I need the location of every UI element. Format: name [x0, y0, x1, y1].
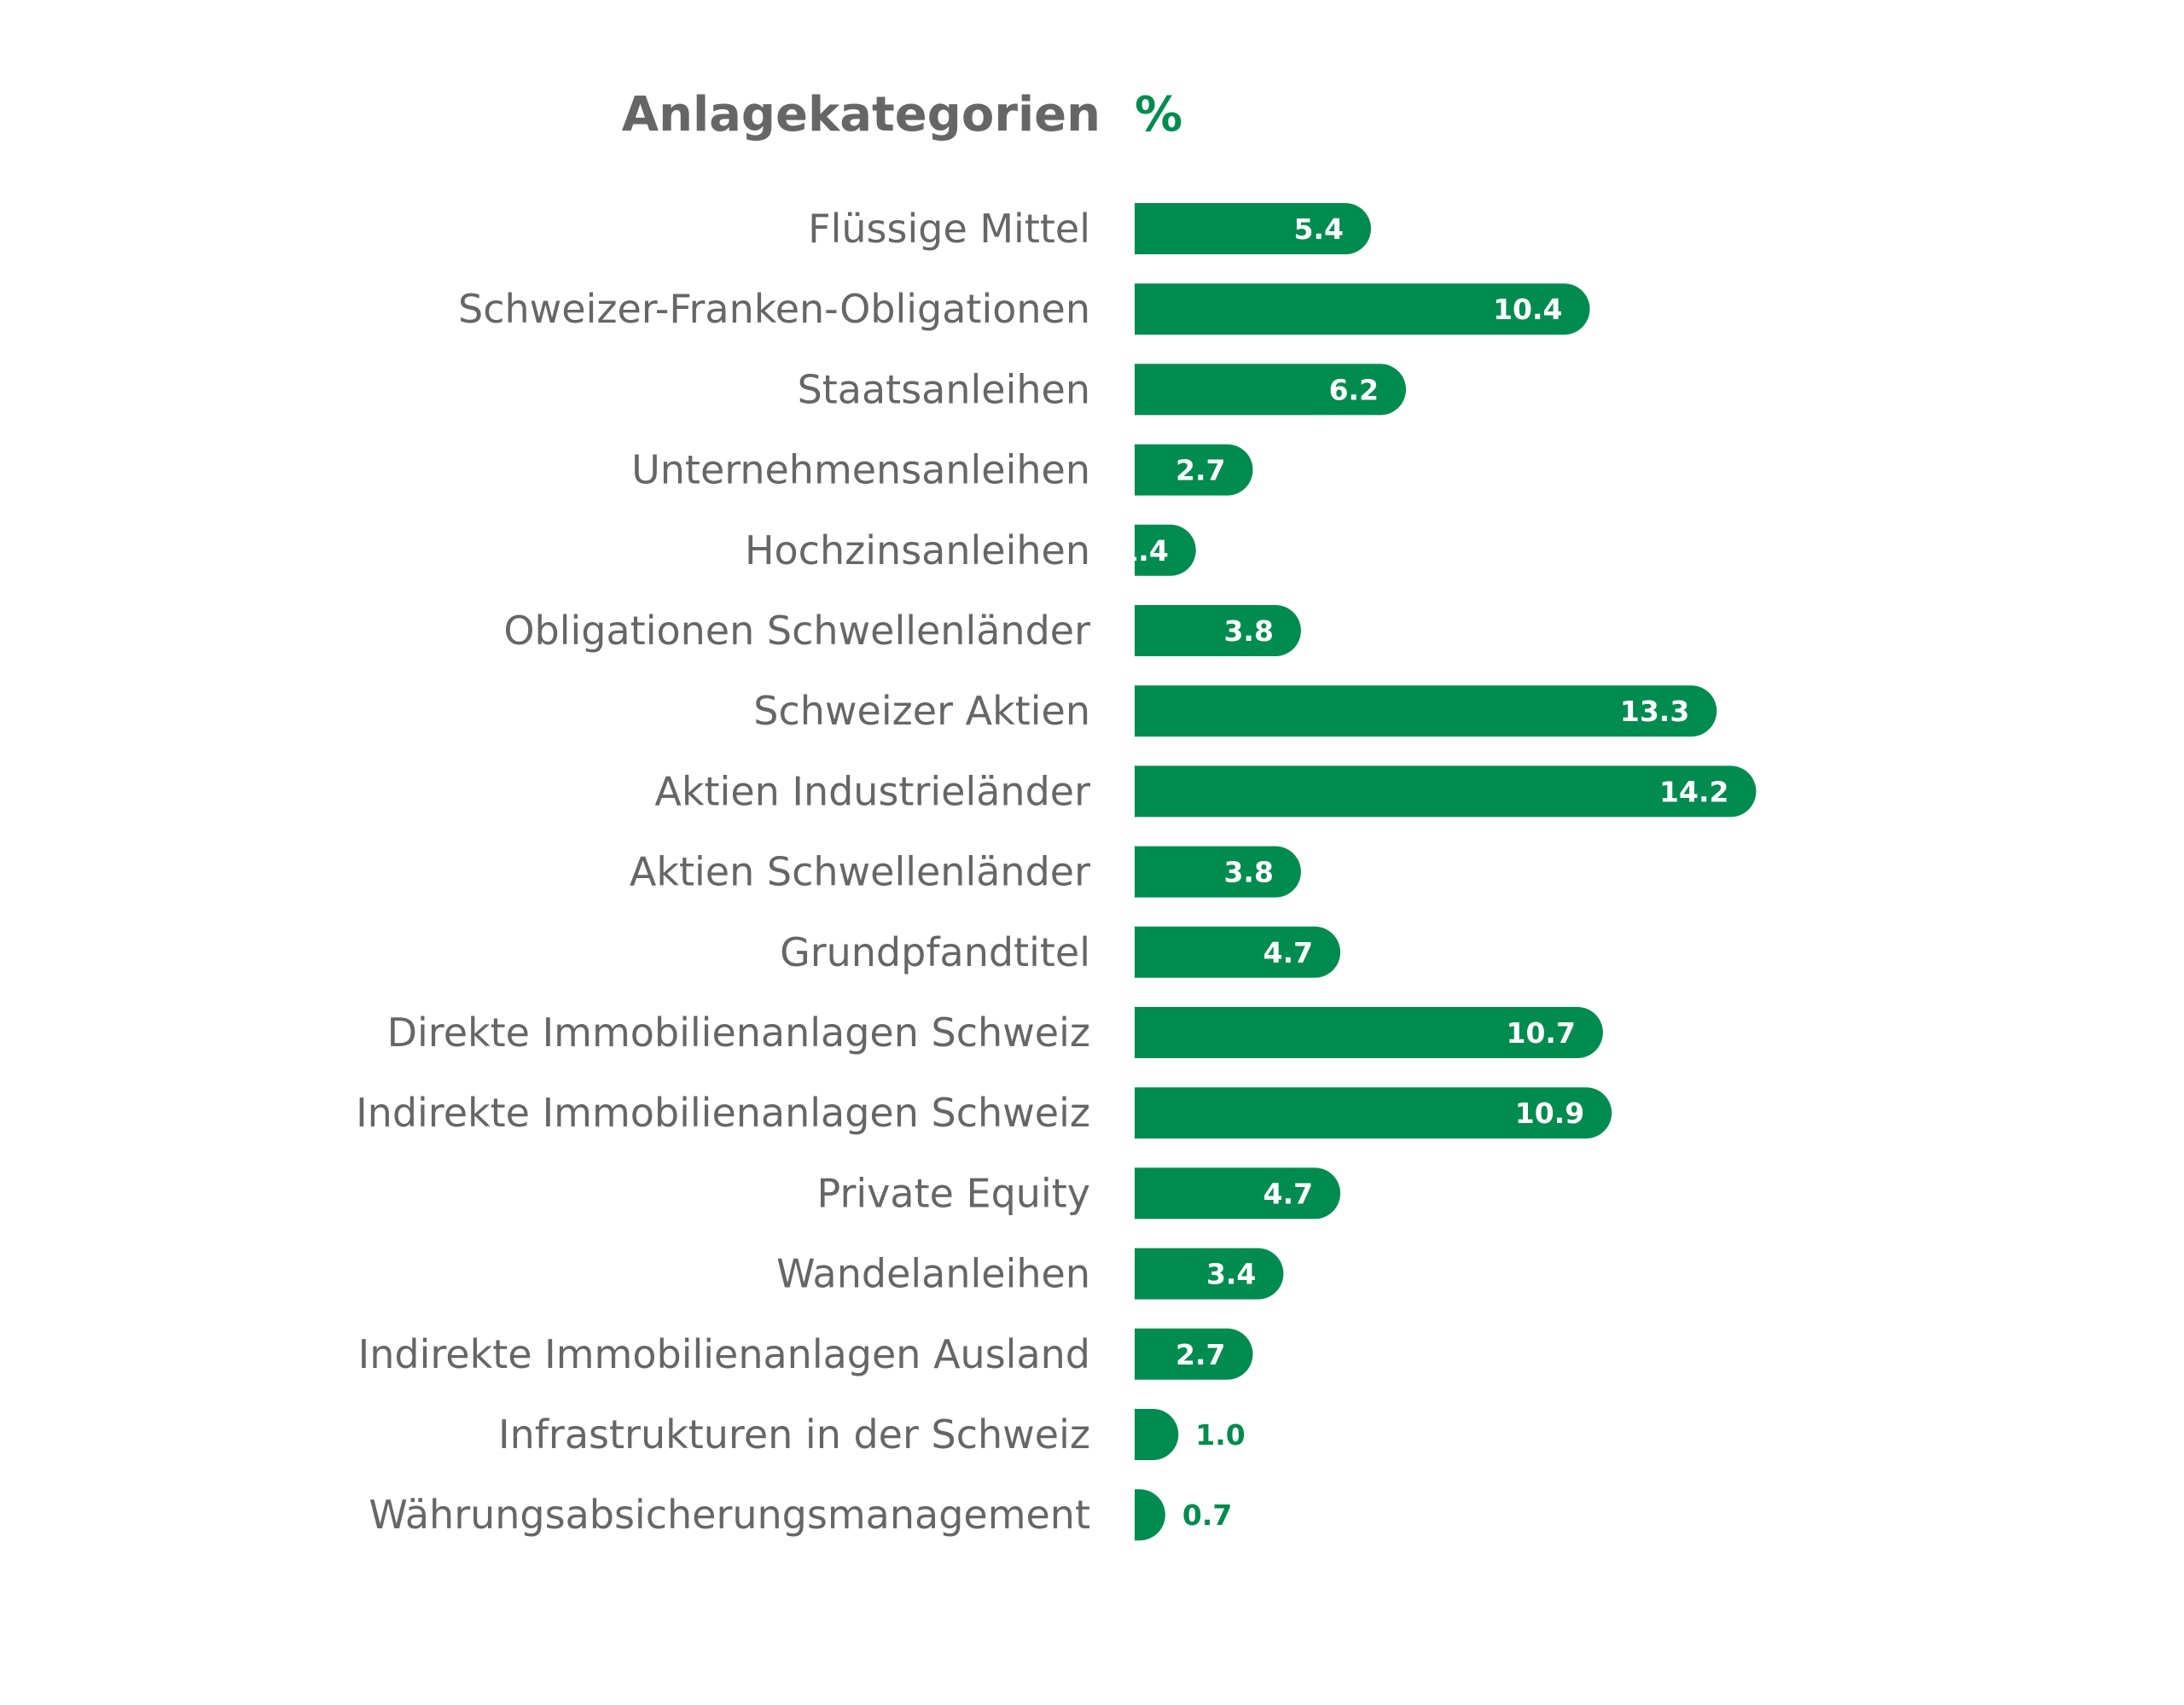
category-label-indirekte-immobilienanlagen-ausland: Indirekte Immobilienanlagen Ausland [358, 1331, 1090, 1377]
bar-schweizer-aktien [1135, 685, 1717, 737]
bar-row-infrastrukturen-in-der-schweiz: Infrastrukturen in der Schweiz 1.0 [498, 1409, 1246, 1460]
category-label-schweizer-aktien: Schweizer Aktien [753, 688, 1090, 734]
bar-schweizer-franken-obligationen [1135, 283, 1590, 335]
category-label-infrastrukturen-in-der-schweiz: Infrastrukturen in der Schweiz [498, 1411, 1090, 1458]
value-label-schweizer-aktien: 13.3 [1620, 695, 1689, 728]
bar-fluessige-mittel [1135, 203, 1371, 254]
value-label-fluessige-mittel: 5.4 [1294, 212, 1344, 246]
category-label-wandelanleihen: Wandelanleihen [776, 1251, 1090, 1297]
bar-row-unternehmensanleihen: Unternehmensanleihen 2.7 [631, 444, 1253, 496]
bar-waehrungsabsicherungsmanagement [1135, 1489, 1165, 1541]
bar-infrastrukturen-in-der-schweiz [1135, 1409, 1179, 1460]
bar-row-aktien-schwellenlaender: Aktien Schwellenländer 3.8 [630, 846, 1301, 898]
bar-row-private-equity: Private Equity 4.7 [817, 1167, 1341, 1219]
chart-title: Anlagekategorien [622, 87, 1101, 143]
bar-staatsanleihen [1135, 364, 1407, 416]
bar-grundpfandtitel [1135, 926, 1341, 978]
value-label-direkte-immobilienanlagen-schweiz: 10.7 [1506, 1016, 1575, 1050]
bar-row-staatsanleihen: Staatsanleihen 6.2 [798, 364, 1407, 416]
category-label-schweizer-franken-obligationen: Schweizer-Franken-Obligationen [458, 286, 1090, 332]
bar-private-equity [1135, 1167, 1341, 1219]
category-label-grundpfandtitel: Grundpfandtitel [780, 929, 1090, 975]
category-label-direkte-immobilienanlagen-schweiz: Direkte Immobilienanlagen Schweiz [387, 1010, 1090, 1056]
bar-row-schweizer-aktien: Schweizer Aktien 13.3 [753, 685, 1717, 737]
bar-hochzinsanleihen [1135, 524, 1196, 576]
category-label-fluessige-mittel: Flüssige Mittel [808, 206, 1090, 252]
bar-direkte-immobilienanlagen-schweiz [1135, 1007, 1603, 1058]
bar-row-aktien-industrielaender: Aktien Industrieländer 14.2 [654, 765, 1757, 818]
chart-unit: % [1135, 87, 1182, 143]
bar-wandelanleihen [1135, 1248, 1284, 1300]
value-label-private-equity: 4.7 [1263, 1177, 1313, 1210]
category-label-hochzinsanleihen: Hochzinsanleihen [745, 527, 1090, 573]
category-label-obligationen-schwellenlaender: Obligationen Schwellenländer [503, 608, 1090, 654]
category-label-unternehmensanleihen: Unternehmensanleihen [631, 447, 1090, 493]
bar-row-obligationen-schwellenlaender: Obligationen Schwellenländer 3.8 [503, 605, 1301, 656]
value-label-hochzinsanleihen: 1.4 [1118, 534, 1168, 567]
value-label-grundpfandtitel: 4.7 [1263, 936, 1313, 969]
value-label-waehrungsabsicherungsmanagement: 0.7 [1182, 1498, 1232, 1532]
bar-aktien-industrielaender [1135, 765, 1757, 818]
value-label-staatsanleihen: 6.2 [1329, 373, 1379, 406]
value-label-unternehmensanleihen: 2.7 [1176, 454, 1225, 487]
bar-row-fluessige-mittel: Flüssige Mittel 5.4 [808, 203, 1371, 254]
bar-row-direkte-immobilienanlagen-schweiz: Direkte Immobilienanlagen Schweiz 10.7 [387, 1007, 1603, 1058]
bar-row-waehrungsabsicherungsmanagement: Währungsabsicherungsmanagement 0.7 [369, 1489, 1232, 1541]
category-label-waehrungsabsicherungsmanagement: Währungsabsicherungsmanagement [369, 1492, 1090, 1538]
bar-obligationen-schwellenlaender [1135, 605, 1301, 656]
value-label-obligationen-schwellenlaender: 3.8 [1223, 614, 1273, 648]
value-label-indirekte-immobilienanlagen-ausland: 2.7 [1176, 1338, 1225, 1371]
bar-row-indirekte-immobilienanlagen-schweiz: Indirekte Immobilienanlagen Schweiz 10.9 [356, 1087, 1612, 1139]
bar-row-wandelanleihen: Wandelanleihen 3.4 [776, 1248, 1284, 1300]
value-label-infrastrukturen-in-der-schweiz: 1.0 [1195, 1418, 1245, 1452]
category-label-indirekte-immobilienanlagen-schweiz: Indirekte Immobilienanlagen Schweiz [356, 1090, 1090, 1136]
value-label-indirekte-immobilienanlagen-schweiz: 10.9 [1515, 1097, 1584, 1130]
value-label-aktien-schwellenlaender: 3.8 [1223, 856, 1273, 889]
bar-row-indirekte-immobilienanlagen-ausland: Indirekte Immobilienanlagen Ausland 2.7 [358, 1328, 1253, 1380]
bar-indirekte-immobilienanlagen-schweiz [1135, 1087, 1612, 1139]
category-label-private-equity: Private Equity [817, 1170, 1090, 1216]
category-label-aktien-industrielaender: Aktien Industrieländer [654, 768, 1090, 814]
value-label-schweizer-franken-obligationen: 10.4 [1493, 293, 1562, 326]
value-label-aktien-industrielaender: 14.2 [1659, 775, 1728, 808]
value-label-wandelanleihen: 3.4 [1206, 1258, 1256, 1291]
bar-aktien-schwellenlaender [1135, 846, 1301, 898]
bar-row-schweizer-franken-obligationen: Schweizer-Franken-Obligationen 10.4 [458, 283, 1590, 335]
category-label-aktien-schwellenlaender: Aktien Schwellenländer [630, 849, 1090, 895]
bars-layer: Flüssige Mittel 5.4 Schweizer-Franken-Obli… [356, 203, 1757, 1541]
bar-unternehmensanleihen [1135, 444, 1253, 496]
bar-row-grundpfandtitel: Grundpfandtitel 4.7 [780, 926, 1341, 978]
bar-row-hochzinsanleihen: Hochzinsanleihen 1.4 [745, 524, 1196, 576]
category-label-staatsanleihen: Staatsanleihen [798, 366, 1090, 412]
bar-indirekte-immobilienanlagen-ausland [1135, 1328, 1253, 1380]
